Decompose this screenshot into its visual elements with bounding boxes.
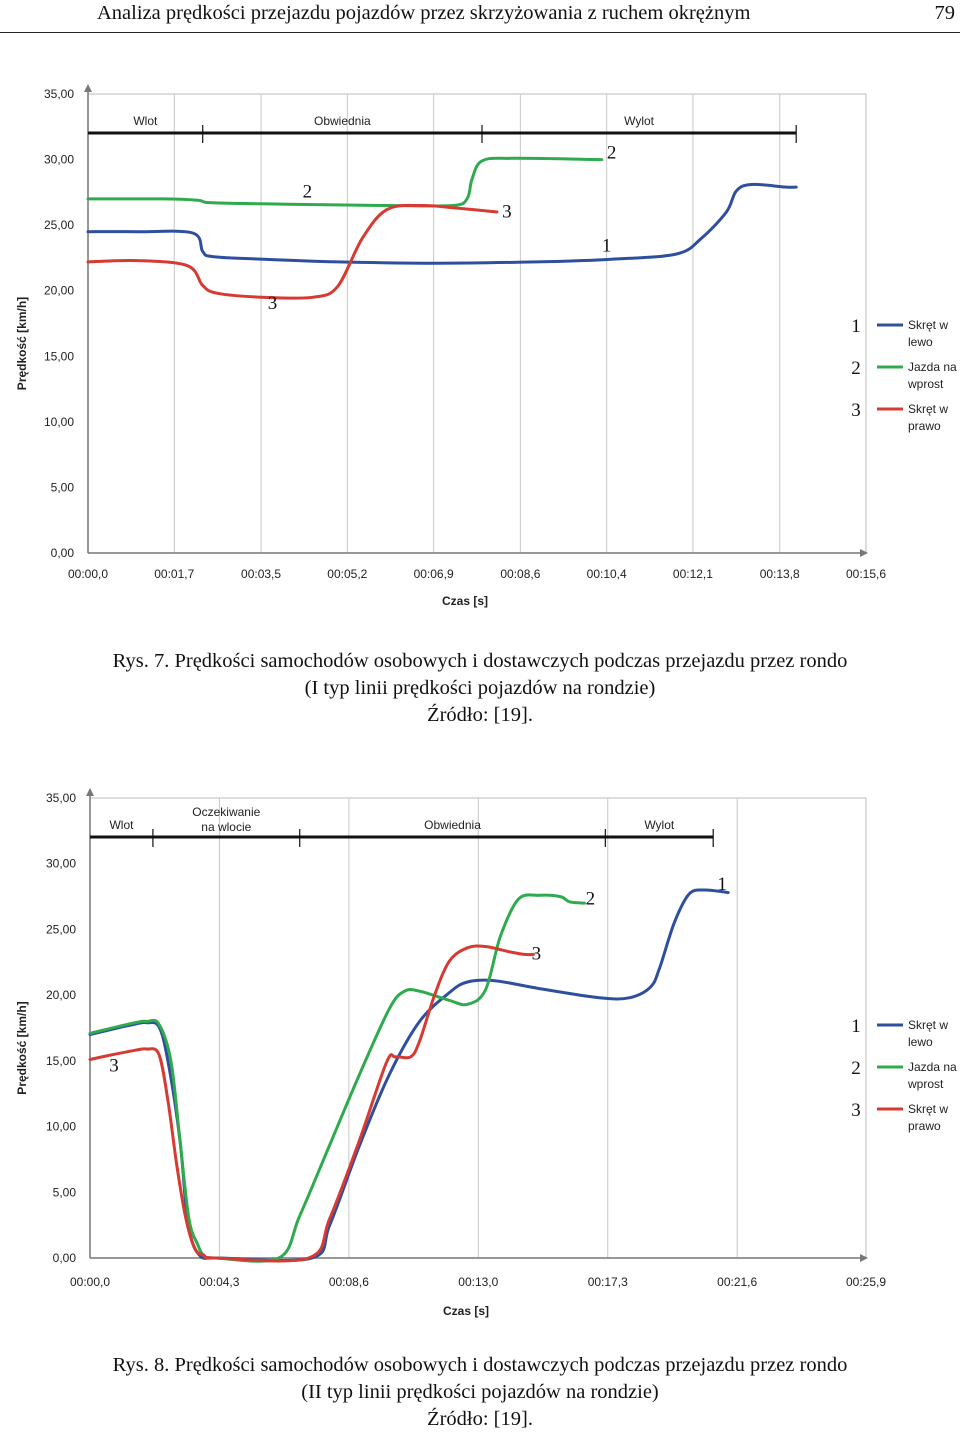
legend-number: 1 <box>851 316 861 337</box>
series-annotation: 2 <box>303 182 313 203</box>
page-header: Analiza prędkości przejazdu pojazdów prz… <box>0 0 960 33</box>
legend-number: 3 <box>851 1100 861 1121</box>
caption-line: (I typ linii prędkości pojazdów na rondz… <box>304 677 656 699</box>
x-tick-label: 00:25,9 <box>846 1275 886 1289</box>
legend-number: 2 <box>851 358 861 379</box>
caption-source: Źródło: [19]. <box>427 1408 533 1430</box>
series-line <box>88 893 586 1263</box>
x-tick-label: 00:13,8 <box>760 567 800 581</box>
y-tick-label: 10,00 <box>46 1120 76 1134</box>
legend-label: Skręt w lewo <box>908 318 948 349</box>
x-tick-label: 00:13,0 <box>458 1275 498 1289</box>
y-tick-label: 35,00 <box>46 791 76 805</box>
series-annotation: 3 <box>109 1055 119 1076</box>
figure-7-chart: 00:00,0 00:01,7 00:03,5 00:05,2 00:06,9 00:08… <box>15 84 957 608</box>
phase-label: Wylot <box>644 818 675 832</box>
y-tick-label: 5,00 <box>51 480 75 494</box>
phase-label: Oczekiwanie na wlocie <box>192 805 260 834</box>
phase-label: Wlot <box>133 114 158 128</box>
legend-label: Jazda na wprost <box>907 360 957 391</box>
series-annotation: 1 <box>717 874 727 895</box>
caption-line: (II typ linii prędkości pojazdów na rond… <box>301 1381 659 1403</box>
x-tick-label: 00:08,6 <box>500 567 540 581</box>
y-tick-label: 25,00 <box>44 218 74 232</box>
series-annotation: 3 <box>268 293 278 314</box>
x-tick-label: 00:05,2 <box>327 567 367 581</box>
y-tick-label: 10,00 <box>44 415 74 429</box>
x-tick-label: 00:08,6 <box>329 1275 369 1289</box>
plot-area <box>87 93 867 554</box>
legend-label: Skręt w prawo <box>908 402 948 433</box>
x-tick-label: 00:06,9 <box>414 567 454 581</box>
y-tick-label: 15,00 <box>44 349 74 363</box>
series-annotation: 2 <box>586 888 596 909</box>
x-axis-arrow <box>860 549 868 557</box>
x-tick-label: 00:01,7 <box>154 567 194 581</box>
phase-label: Wlot <box>109 818 134 832</box>
x-tick-label: 00:21,6 <box>717 1275 757 1289</box>
x-tick-label: 00:00,0 <box>70 1275 110 1289</box>
x-tick-label: 00:10,4 <box>587 567 627 581</box>
y-axis-title: Prędkość [km/h] <box>15 297 29 390</box>
y-tick-label: 0,00 <box>53 1251 77 1265</box>
x-tick-label: 00:17,3 <box>588 1275 628 1289</box>
x-axis-title: Czas [s] <box>442 594 488 608</box>
figure-8-caption: Rys. 8. Prędkości samochodów osobowych i… <box>0 1352 960 1433</box>
x-tick-label: 00:15,6 <box>846 567 886 581</box>
y-tick-label: 20,00 <box>44 284 74 298</box>
caption-line: Rys. 8. Prędkości samochodów osobowych i… <box>112 1354 848 1376</box>
x-tick-label: 00:04,3 <box>199 1275 239 1289</box>
x-axis-arrow <box>860 1254 868 1262</box>
series-line <box>86 182 798 265</box>
caption-line: Rys. 7. Prędkości samochodów osobowych i… <box>112 650 848 672</box>
y-tick-label: 0,00 <box>51 546 75 560</box>
legend-number: 1 <box>851 1016 861 1037</box>
series-line <box>86 156 604 208</box>
y-tick-label: 5,00 <box>53 1185 77 1199</box>
figure-8-chart: 00:00,0 00:04,3 00:08,6 00:13,0 00:17,3 00:21… <box>15 788 957 1318</box>
series-line <box>88 944 535 1263</box>
x-axis-title: Czas [s] <box>443 1304 489 1318</box>
series-annotation: 3 <box>532 944 542 965</box>
caption-source: Źródło: [19]. <box>427 704 533 726</box>
legend-label: Jazda na wprost <box>907 1060 957 1091</box>
y-tick-label: 15,00 <box>46 1054 76 1068</box>
series-line <box>86 203 499 300</box>
phase-label: Wylot <box>624 114 655 128</box>
y-tick-label: 30,00 <box>46 857 76 871</box>
legend-number: 2 <box>851 1058 861 1079</box>
series-annotation: 2 <box>607 142 617 163</box>
y-axis-title: Prędkość [km/h] <box>15 1001 29 1094</box>
legend-label: Skręt w lewo <box>908 1018 948 1049</box>
y-tick-label: 30,00 <box>44 153 74 167</box>
legend-number: 3 <box>851 400 861 421</box>
legend-label: Skręt w prawo <box>908 1102 948 1133</box>
phase-label: Obwiednia <box>424 818 481 832</box>
series-annotation: 3 <box>502 201 512 222</box>
page-number: 79 <box>934 2 956 24</box>
figure-7-caption: Rys. 7. Prędkości samochodów osobowych i… <box>0 648 960 729</box>
phase-label: Obwiednia <box>314 114 371 128</box>
y-tick-label: 20,00 <box>46 988 76 1002</box>
x-tick-label: 00:12,1 <box>673 567 713 581</box>
y-tick-label: 25,00 <box>46 922 76 936</box>
x-tick-label: 00:03,5 <box>241 567 281 581</box>
running-title: Analiza prędkości przejazdu pojazdów prz… <box>97 2 751 24</box>
y-tick-label: 35,00 <box>44 87 74 101</box>
x-tick-label: 00:00,0 <box>68 567 108 581</box>
y-axis-arrow <box>84 84 92 92</box>
series-annotation: 1 <box>602 235 612 256</box>
y-axis-arrow <box>86 788 94 796</box>
